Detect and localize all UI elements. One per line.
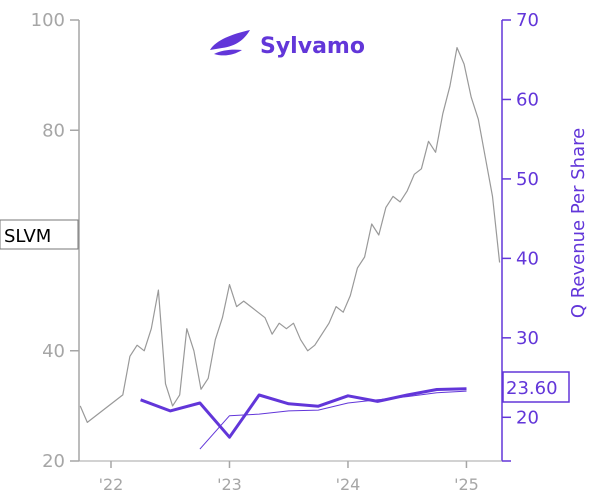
ticker-box: [0, 219, 79, 250]
left-tick-label: 20: [42, 451, 65, 472]
x-tick-label: '24: [336, 475, 361, 494]
last-value-label: 23.60: [506, 378, 558, 399]
right-tick-label: 40: [516, 248, 539, 269]
left-axis-ticks: 20 40 80 100: [31, 10, 79, 472]
x-tick-label: '22: [99, 475, 124, 494]
left-tick-label: 80: [42, 120, 65, 141]
brand-name: Sylvamo: [260, 34, 365, 59]
right-tick-label: 20: [516, 407, 539, 428]
revenue-line-thick: [140, 387, 467, 439]
left-tick-label: 100: [31, 10, 65, 31]
right-tick-label: 30: [516, 328, 539, 349]
chart-series: [79, 46, 501, 450]
x-tick-label: '23: [217, 475, 242, 494]
x-axis-ticks: '22 '23 '24 '25: [99, 461, 479, 494]
sylvamo-logo-icon: [210, 30, 250, 56]
right-axis-ticks: 20 30 40 50 60 70: [502, 10, 539, 462]
right-axis-title: Q Revenue Per Share: [568, 128, 589, 318]
right-tick-label: 70: [516, 10, 539, 31]
ticker-label: SLVM: [4, 226, 51, 247]
right-tick-label: 50: [516, 169, 539, 190]
last-value-box: [502, 371, 570, 403]
right-tick-label: 60: [516, 89, 539, 110]
price-line: [79, 46, 501, 423]
x-tick-label: '25: [454, 475, 479, 494]
revenue-line-thin: [199, 390, 467, 450]
left-tick-label: 40: [42, 341, 65, 362]
